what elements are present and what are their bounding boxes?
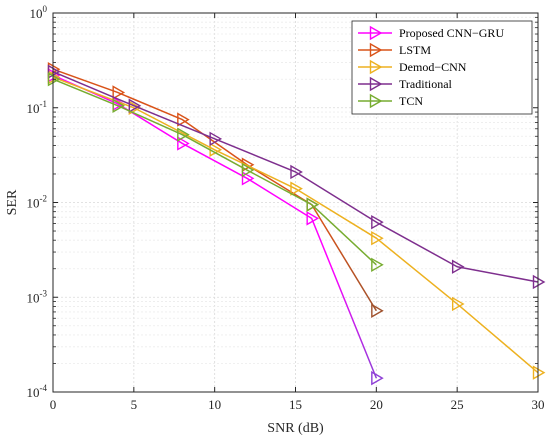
y-tick-label: 10-4 xyxy=(27,383,48,400)
legend-item: TCN xyxy=(358,93,423,109)
data-point xyxy=(290,181,303,196)
data-point xyxy=(371,214,384,230)
legend-item: Proposed CNN−GRU xyxy=(358,25,504,41)
data-point xyxy=(112,98,126,113)
y-tick-label: 10-2 xyxy=(27,194,48,211)
x-tick-label: 30 xyxy=(532,397,545,412)
legend-item: LSTM xyxy=(358,42,431,58)
data-point xyxy=(451,259,465,274)
legend: Proposed CNN−GRU LSTM Demod−CNN Traditional… xyxy=(351,20,533,115)
series-layer xyxy=(47,62,546,386)
legend-item: Demod−CNN xyxy=(358,59,467,75)
legend-label: Demod−CNN xyxy=(399,60,467,74)
data-point xyxy=(128,98,142,113)
data-point xyxy=(177,136,190,151)
series-tcn xyxy=(47,72,384,273)
x-tick-label: 15 xyxy=(289,397,302,412)
legend-label: LSTM xyxy=(399,43,431,57)
legend-label: Proposed CNN−GRU xyxy=(399,26,504,40)
axis-ticks xyxy=(52,12,539,393)
legend-item: Traditional xyxy=(358,76,453,92)
x-tick-label: 25 xyxy=(451,397,464,412)
legend-marker xyxy=(369,76,383,92)
data-point xyxy=(241,162,255,178)
data-point xyxy=(290,164,303,180)
series-line xyxy=(52,78,377,266)
data-point xyxy=(532,274,546,290)
data-point xyxy=(241,171,255,186)
x-axis-label: SNR (dB) xyxy=(267,421,324,436)
legend-label: Traditional xyxy=(399,77,453,91)
series-line xyxy=(52,76,539,374)
legend-marker xyxy=(369,59,383,75)
data-point xyxy=(371,303,384,318)
x-tick-label: 5 xyxy=(131,397,138,412)
data-point xyxy=(177,127,190,142)
y-tick-label: 100 xyxy=(30,4,48,21)
series-line xyxy=(52,74,378,379)
data-point xyxy=(371,257,384,273)
y-tick-labels: 100 10-1 10-2 10-3 10-4 xyxy=(27,4,48,400)
x-tick-label: 10 xyxy=(208,397,221,412)
data-point xyxy=(306,211,320,226)
data-point xyxy=(306,197,320,212)
legend-marker xyxy=(369,93,383,109)
x-tick-label: 20 xyxy=(370,397,383,412)
data-point xyxy=(112,85,126,100)
legend-label: TCN xyxy=(399,94,423,108)
data-point xyxy=(209,131,223,147)
data-point xyxy=(47,64,61,79)
y-tick-label: 10-3 xyxy=(27,288,48,305)
data-point xyxy=(47,72,61,87)
data-point xyxy=(451,296,465,312)
data-point xyxy=(371,370,384,386)
legend-marker xyxy=(369,25,383,41)
data-point xyxy=(532,365,546,380)
y-tick-label: 10-1 xyxy=(27,99,48,116)
x-tick-labels: 0 5 10 15 20 25 30 xyxy=(50,397,545,412)
legend-marker xyxy=(369,42,383,58)
data-point xyxy=(371,230,384,246)
series-traditional xyxy=(47,64,546,290)
x-tick-label: 0 xyxy=(50,397,57,412)
y-axis-label: SER xyxy=(5,189,20,215)
data-point xyxy=(177,112,190,127)
series-line xyxy=(52,71,539,283)
